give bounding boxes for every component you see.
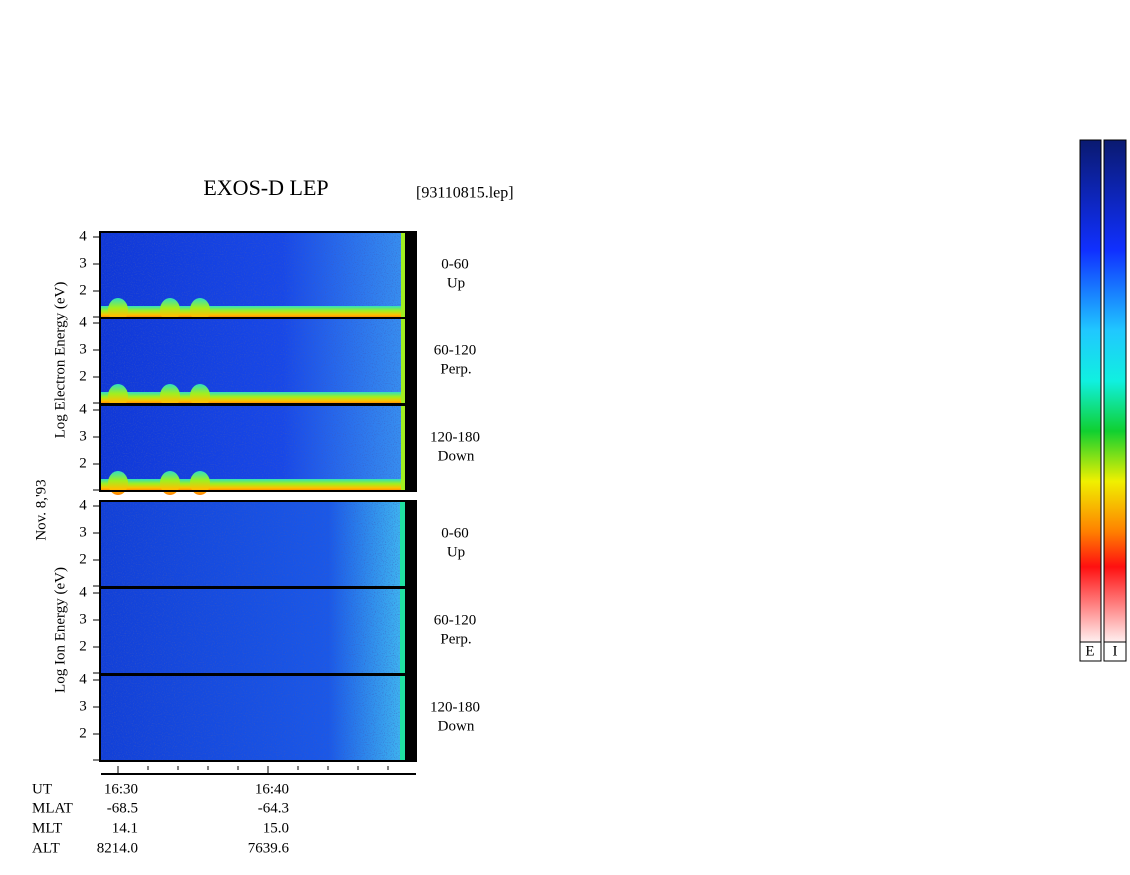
row-value: -68.5 [107,800,138,816]
spectrogram-noise [101,588,404,674]
spectrogram-edge [400,588,405,674]
data-gap [405,675,416,761]
data-gap [405,588,416,674]
row-value: 14.1 [112,820,138,836]
spectrogram-edge [401,318,405,404]
spectrogram-blob [108,298,128,322]
spectrogram-noise [101,232,404,318]
panel-angle: 60-120 [434,612,477,628]
data-gap [405,405,416,491]
panel-frame [99,404,417,492]
row-value: 8214.0 [97,840,138,856]
panel-direction: Up [447,275,465,291]
row-label: MLAT [32,800,73,816]
row-label: MLT [32,820,62,836]
file-name: [93110815.lep] [416,185,514,202]
colorbar-label: I [1113,643,1118,659]
spectrogram-blob [108,471,128,495]
y-tick-label: 4 [79,401,87,417]
colorbar [1079,139,1102,643]
panel-angle: 0-60 [441,525,469,541]
row-value: 16:30 [104,781,138,797]
y-tick-label: 3 [79,341,87,357]
spectrogram-edge [401,232,405,318]
spectrogram-edge [400,675,405,761]
spectrogram-noise [101,675,404,761]
spectrogram-blob [108,384,128,408]
panel-direction: Down [438,718,475,734]
spectrogram-band [101,392,404,404]
spectrogram-edge [400,501,405,587]
row-value: 16:40 [255,781,289,797]
panel-angle: 0-60 [441,256,469,272]
panel-angle: 120-180 [430,699,480,715]
colorbar [1103,139,1127,643]
spectrogram-blob [190,384,210,408]
row-label: ALT [32,840,60,856]
colorbars: E I [1079,139,1127,662]
y-axis-label: Log Ion Energy (eV) [52,567,68,693]
panel-angle: 120-180 [430,429,480,445]
y-tick-label: 2 [79,455,87,471]
y-tick-label: 2 [79,282,87,298]
row-value: 7639.6 [248,840,290,856]
y-tick-label: 2 [79,638,87,654]
spectrogram-blob [160,471,180,495]
y-tick-label: 4 [79,584,87,600]
spectrogram-blob [190,471,210,495]
y-tick-label: 4 [79,228,87,244]
y-tick-label: 2 [79,551,87,567]
spectrogram-edge [401,405,405,491]
y-tick-label: 4 [79,671,87,687]
panel-direction: Up [447,544,465,560]
y-tick-label: 3 [79,524,87,540]
y-tick-label: 2 [79,368,87,384]
date: Nov. 8,'93 [33,479,49,540]
colorbar-label-box [1103,641,1127,662]
y-tick-label: 3 [79,611,87,627]
panel-angle: 60-120 [434,342,477,358]
y-tick-label: 4 [79,497,87,513]
spectrogram-blob [160,384,180,408]
panel-direction: Down [438,448,475,464]
row-value: -64.3 [258,800,289,816]
data-gap [405,232,416,318]
y-tick-label: 4 [79,314,87,330]
spectrogram-band [101,306,404,318]
panel-direction: Perp. [440,361,471,377]
spectrogram-blob [190,298,210,322]
panel-direction: Perp. [440,631,471,647]
panel-frame [99,674,417,762]
title: EXOS-D LEP [203,175,328,200]
colorbar-label-box [1079,641,1102,662]
spectrogram-noise [101,318,404,404]
y-tick-label: 2 [79,725,87,741]
y-axis-label: Log Electron Energy (eV) [52,282,68,439]
spectrogram-band [101,479,404,491]
y-tick-label: 3 [79,255,87,271]
spectrogram-noise [101,501,404,587]
spectrogram-blob [160,298,180,322]
y-tick-label: 3 [79,698,87,714]
data-gap [405,501,416,587]
colorbar-label: E [1085,643,1094,659]
data-gap [405,318,416,404]
y-tick-label: 3 [79,428,87,444]
row-value: 15.0 [263,820,289,836]
row-label: UT [32,781,52,797]
spectrogram-noise [101,405,404,491]
